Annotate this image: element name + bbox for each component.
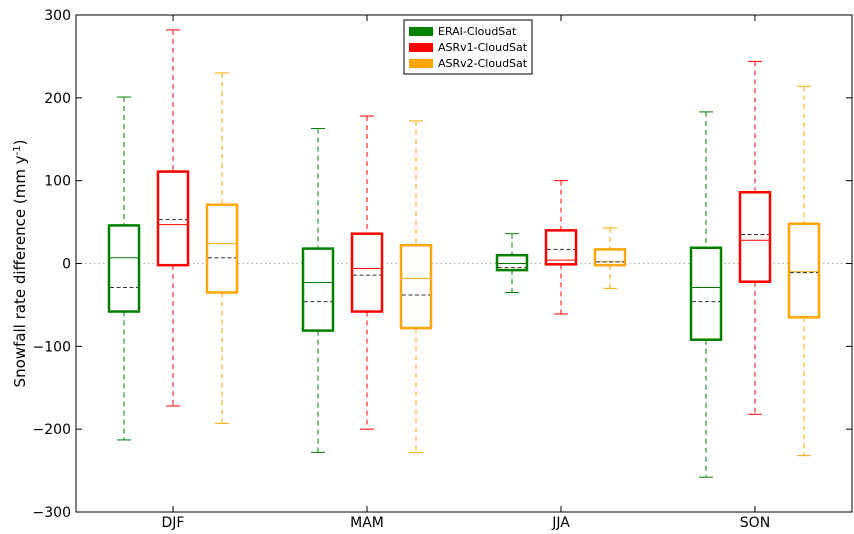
iqr-box <box>107 224 141 313</box>
iqr-box <box>593 248 627 267</box>
box-asrv2-cloudsat-djf <box>205 72 239 424</box>
iqr-box <box>689 246 723 341</box>
box-asrv1-cloudsat-djf <box>156 29 190 407</box>
y-axis-label: Snowfall rate difference (mm y-1) <box>11 140 29 388</box>
box-asrv1-cloudsat-jja <box>544 180 578 315</box>
y-tick-label: −200 <box>33 422 71 438</box>
axis-layer: −300 −200 −100 0 100 200 300 DJF MAM JJA SON <box>33 8 852 531</box>
legend-entry-label: ERAI-CloudSat <box>438 25 517 38</box>
box-erai-cloudsat-djf <box>107 96 141 441</box>
x-tick-label-djf: DJF <box>162 515 185 530</box>
iqr-box <box>787 222 821 319</box>
iqr-box <box>350 232 384 313</box>
x-tick-label-jja: JJA <box>551 515 570 530</box>
box-asrv2-cloudsat-son <box>787 85 821 457</box>
y-axis-label-main: Snowfall rate difference (mm y <box>11 155 29 387</box>
y-tick-label: −300 <box>33 505 71 521</box>
y-axis-label-superscript: -1 <box>12 145 23 155</box>
iqr-box <box>399 244 433 330</box>
legend-swatch <box>409 27 433 36</box>
iqr-box <box>495 253 529 272</box>
box-erai-cloudsat-mam <box>301 127 335 453</box>
iqr-box <box>205 203 239 294</box>
x-tick-label-mam: MAM <box>350 515 384 530</box>
box-asrv2-cloudsat-mam <box>399 120 433 453</box>
y-tick-label: 300 <box>44 8 71 24</box>
y-axis-label-tail: ) <box>11 140 29 146</box>
legend-entry-label: ASRv2-CloudSat <box>438 57 528 70</box>
box-asrv1-cloudsat-mam <box>350 115 384 430</box>
y-tick-label: 100 <box>44 174 71 190</box>
legend: ERAI-CloudSat ASRv1-CloudSat ASRv2-CloudSa… <box>403 19 533 75</box>
y-tick-label: −100 <box>33 339 71 355</box>
plot-layer <box>76 29 852 478</box>
legend-swatch <box>409 43 433 52</box>
iqr-box <box>738 191 772 283</box>
box-asrv1-cloudsat-son <box>738 60 772 415</box>
box-asrv2-cloudsat-jja <box>593 227 627 289</box>
y-tick-label: 200 <box>44 91 71 107</box>
y-tick-label: 0 <box>62 257 71 273</box>
box-erai-cloudsat-jja <box>495 233 529 293</box>
x-tick-label-son: SON <box>740 515 770 530</box>
legend-swatch <box>409 59 433 68</box>
legend-entry-label: ASRv1-CloudSat <box>438 41 528 54</box>
iqr-box <box>156 170 190 267</box>
iqr-box <box>301 247 335 332</box>
iqr-box <box>544 229 578 266</box>
box-erai-cloudsat-son <box>689 111 723 478</box>
